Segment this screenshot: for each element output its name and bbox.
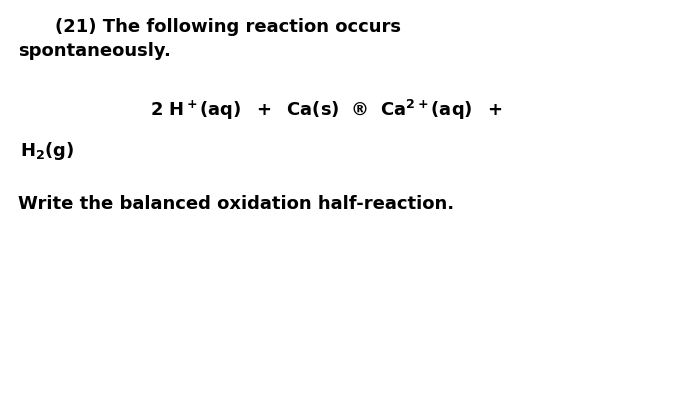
Text: spontaneously.: spontaneously. <box>18 42 171 60</box>
Text: $\mathbf{H_2(g)}$: $\mathbf{H_2(g)}$ <box>20 140 74 161</box>
Text: (21) The following reaction occurs: (21) The following reaction occurs <box>55 18 401 36</box>
Text: $\mathbf{2\ H^+(aq)\ \ +\ \ Ca(s)\ \ \circledR\ \ Ca^{2+}(aq)\ \ +}$: $\mathbf{2\ H^+(aq)\ \ +\ \ Ca(s)\ \ \ci… <box>150 98 503 122</box>
Text: Write the balanced oxidation half-reaction.: Write the balanced oxidation half-reacti… <box>18 195 454 212</box>
